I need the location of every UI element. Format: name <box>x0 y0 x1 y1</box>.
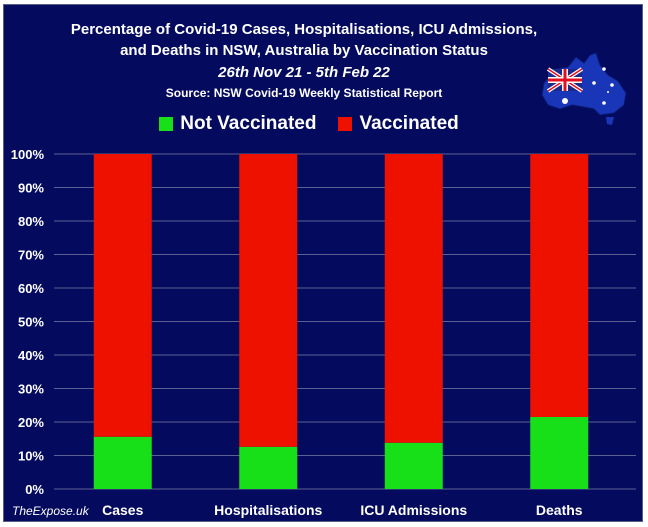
watermark: TheExpose.uk <box>12 504 89 518</box>
legend-label-not-vaccinated: Not Vaccinated <box>180 113 317 134</box>
bar-chart: 0% 10% 20% 30% 40% 50% 60% 70% 80% 90% 100% Cases H… <box>11 147 636 518</box>
chart-source: Source: NSW Covid-19 Weekly Statistical … <box>165 86 443 100</box>
y-tick-label: 100% <box>11 147 45 162</box>
x-axis-tick-labels: Cases Hospitalisations ICU Admissions Death… <box>102 502 583 518</box>
y-tick-label: 90% <box>18 181 44 196</box>
x-tick-label: Deaths <box>536 502 583 518</box>
y-tick-label: 30% <box>18 382 44 397</box>
bars <box>93 154 589 489</box>
legend-swatch-vaccinated <box>338 117 353 131</box>
bar-vaccinated-deaths <box>530 154 589 417</box>
legend-label-vaccinated: Vaccinated <box>359 113 459 134</box>
bar-not-vaccinated-deaths <box>530 416 589 489</box>
bar-vaccinated-icu-admissions <box>384 154 443 443</box>
chart-legend: Not Vaccinated Vaccinated <box>4 113 614 135</box>
legend-item-not-vaccinated: Not Vaccinated <box>159 113 316 135</box>
x-tick-label: Cases <box>102 502 143 518</box>
bar-vaccinated-cases <box>93 154 152 437</box>
legend-item-vaccinated: Vaccinated <box>338 113 459 135</box>
y-tick-label: 20% <box>18 415 44 430</box>
y-tick-label: 80% <box>18 214 44 229</box>
y-tick-label: 70% <box>18 248 44 263</box>
legend-swatch-not-vaccinated <box>159 117 174 131</box>
bar-vaccinated-hospitalisations <box>239 154 298 447</box>
y-tick-label: 50% <box>18 315 44 330</box>
bar-not-vaccinated-cases <box>93 436 152 489</box>
chart-panel: Percentage of Covid-19 Cases, Hospitalis… <box>3 4 643 522</box>
y-axis-tick-labels: 0% 10% 20% 30% 40% 50% 60% 70% 80% 90% 100% <box>11 147 45 497</box>
bar-not-vaccinated-icu-admissions <box>384 442 443 489</box>
chart-title-line-1: Percentage of Covid-19 Cases, Hospitalis… <box>70 21 538 38</box>
x-tick-label: Hospitalisations <box>214 502 322 518</box>
bar-not-vaccinated-hospitalisations <box>239 446 298 489</box>
x-tick-label: ICU Admissions <box>360 502 467 518</box>
y-tick-label: 40% <box>18 348 44 363</box>
chart-title-line-2: and Deaths in NSW, Australia by Vaccinat… <box>120 42 488 59</box>
chart-date-range: 26th Nov 21 - 5th Feb 22 <box>218 64 390 81</box>
y-tick-label: 0% <box>25 482 44 497</box>
australia-map-flag-icon <box>541 52 627 125</box>
y-tick-label: 10% <box>18 449 44 464</box>
y-tick-label: 60% <box>18 281 44 296</box>
